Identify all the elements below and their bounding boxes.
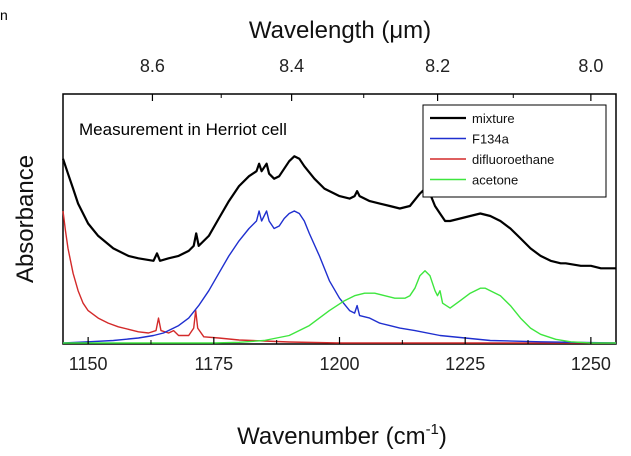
bottom-axis-title-superscript: -1 bbox=[426, 421, 439, 438]
top-tick-label: 8.6 bbox=[140, 56, 165, 76]
series-line-difluoroethane bbox=[62, 210, 616, 344]
legend-label-difluoroethane: difluoroethane bbox=[472, 152, 554, 167]
top-axis-title: Wavelength (μm) bbox=[249, 17, 431, 44]
bottom-axis-title-suffix: ) bbox=[439, 423, 447, 450]
series-line-acetone bbox=[63, 270, 616, 344]
x-tick-label: 1175 bbox=[194, 354, 233, 374]
x-tick-label: 1225 bbox=[445, 354, 485, 374]
legend-items: mixture F134a difluoroethane acetone bbox=[430, 111, 554, 188]
legend: mixture F134a difluoroethane acetone bbox=[422, 104, 607, 198]
x-tick-label: 1250 bbox=[571, 354, 611, 374]
top-tick-label: 8.4 bbox=[279, 56, 304, 76]
series-line-F134a bbox=[62, 210, 617, 344]
bottom-axis-title-main: Wavenumber (cm bbox=[237, 423, 425, 450]
annotation-text: Measurement in Herriot cell bbox=[79, 120, 287, 139]
top-tick-label: 8.2 bbox=[425, 56, 450, 76]
series-line-mixture bbox=[61, 155, 616, 270]
legend-label-acetone: acetone bbox=[472, 173, 518, 188]
y-axis-title: Absorbance bbox=[12, 155, 39, 283]
series-layer bbox=[61, 155, 617, 344]
legend-box bbox=[422, 104, 607, 198]
x-tick-label: 1200 bbox=[319, 354, 359, 374]
top-axis-ticks: 8.6 8.4 8.2 8.0 bbox=[140, 56, 603, 101]
x-tick-label: 1150 bbox=[69, 354, 108, 374]
bottom-axis-title: Wavenumber (cm-1) bbox=[237, 421, 447, 450]
legend-label-mixture: mixture bbox=[472, 111, 515, 126]
corner-text-fragment: n bbox=[0, 7, 8, 23]
top-tick-label: 8.0 bbox=[578, 56, 603, 76]
bottom-axis-ticks: 1150 1175 1200 1225 1250 bbox=[69, 337, 611, 374]
legend-label-F134a: F134a bbox=[472, 132, 510, 147]
